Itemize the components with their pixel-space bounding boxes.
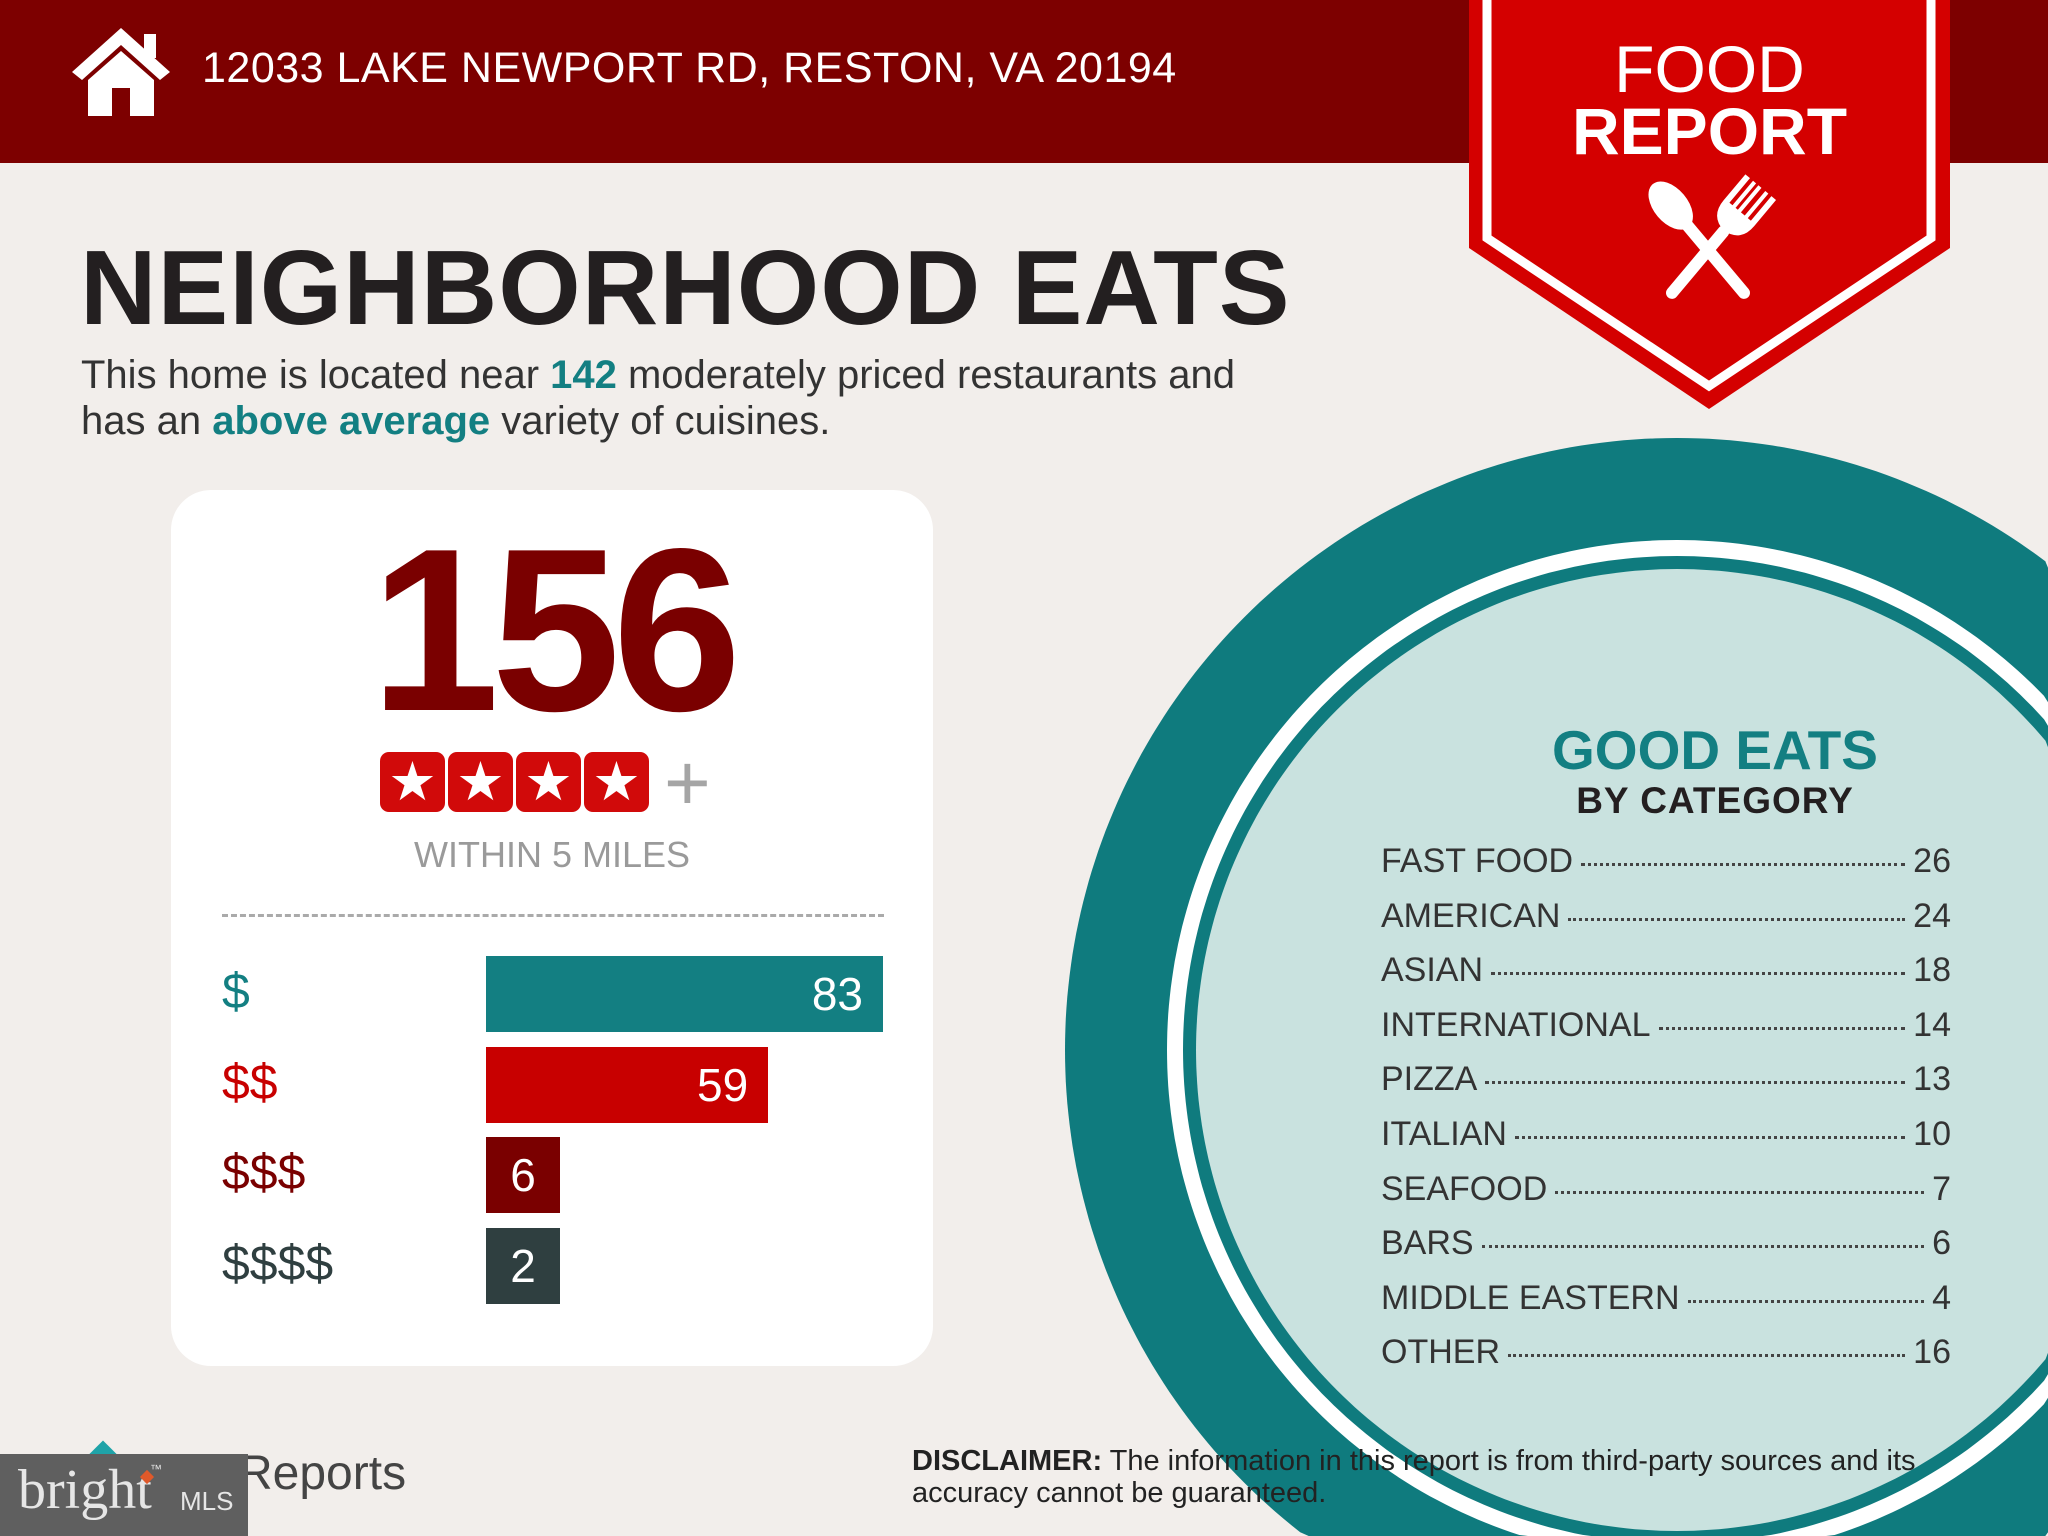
category-list: FAST FOOD 26 AMERICAN 24 ASIAN 18 INTERNATI…: [1381, 842, 1951, 1388]
star-icon: ★: [584, 752, 649, 812]
variety-rating: above average: [212, 399, 491, 443]
category-label: ASIAN: [1381, 951, 1484, 990]
price-tier-label: $$$$: [222, 1234, 334, 1291]
disclaimer-label: DISCLAIMER:: [912, 1445, 1103, 1477]
category-count: 10: [1913, 1114, 1951, 1153]
plus-icon: +: [664, 738, 711, 827]
restaurant-summary-card: [171, 490, 933, 1366]
good-eats-title: GOOD EATS: [1552, 719, 1878, 781]
category-count: 4: [1932, 1278, 1951, 1317]
dot-leader: [1687, 1299, 1925, 1303]
list-item: ASIAN 18: [1381, 951, 1951, 1006]
dot-leader: [1485, 1081, 1906, 1085]
list-item: MIDDLE EASTERN 4: [1381, 1279, 1951, 1334]
page-title: NEIGHBORHOOD EATS: [80, 229, 1291, 347]
category-label: INTERNATIONAL: [1381, 1005, 1651, 1044]
list-item: INTERNATIONAL 14: [1381, 1006, 1951, 1061]
price-tier-label: $: [222, 963, 250, 1019]
price-tier-bar: 83: [486, 956, 883, 1032]
badge-line-food: FOOD: [1614, 32, 1805, 106]
bright-logo-text: bright: [18, 1459, 152, 1521]
price-tier-bar: 2: [486, 1227, 560, 1304]
price-tier-label: $$$: [222, 1144, 306, 1200]
category-count: 14: [1913, 1005, 1951, 1044]
dot-leader: [1581, 863, 1906, 866]
total-restaurants: 156: [370, 501, 741, 760]
subtitle-text: moderately priced restaurants and: [616, 353, 1235, 397]
dot-leader: [1481, 1245, 1925, 1249]
category-count: 24: [1913, 896, 1951, 935]
divider: [222, 914, 884, 917]
summary-text: This home is located near 142 moderately…: [81, 352, 1235, 444]
badge-line-report: REPORT: [1571, 94, 1848, 168]
category-label: ITALIAN: [1381, 1114, 1507, 1153]
food-report-badge: [1469, 0, 1950, 409]
star-icon: ★: [380, 752, 445, 812]
trademark: ™: [150, 1462, 162, 1476]
category-count: 7: [1932, 1169, 1951, 1208]
category-label: AMERICAN: [1381, 896, 1561, 935]
category-label: SEAFOOD: [1381, 1169, 1548, 1208]
fork-spoon-icon: [1648, 174, 1777, 299]
category-count: 26: [1913, 842, 1951, 880]
list-item: PIZZA 13: [1381, 1060, 1951, 1115]
category-count: 13: [1913, 1060, 1951, 1099]
price-tier-bar: 6: [486, 1137, 560, 1213]
subtitle-text: variety of cuisines.: [490, 399, 831, 443]
subtitle-text: This home is located near: [81, 353, 551, 397]
category-label: FAST FOOD: [1381, 842, 1574, 880]
dot-leader: [1568, 917, 1906, 921]
restaurant-count: 142: [550, 353, 617, 397]
star-rating: ★ ★ ★ ★: [380, 752, 649, 812]
disclaimer: DISCLAIMER: The information in this repo…: [912, 1445, 1916, 1509]
star-icon: ★: [448, 752, 513, 812]
category-label: PIZZA: [1381, 1060, 1478, 1099]
list-item: ITALIAN 10: [1381, 1115, 1951, 1170]
category-label: OTHER: [1381, 1333, 1500, 1372]
dot-leader: [1491, 972, 1906, 976]
price-tier-bar: 59: [486, 1046, 769, 1123]
price-tier-label: $$: [222, 1053, 278, 1110]
plate-center: [1196, 569, 2048, 1531]
list-item: AMERICAN 24: [1381, 897, 1951, 952]
disclaimer-text: accuracy cannot be guaranteed.: [912, 1477, 1327, 1509]
property-address: 12033 LAKE NEWPORT RD, RESTON, VA 20194: [202, 44, 1177, 92]
category-label: BARS: [1381, 1224, 1474, 1263]
bright-mls-watermark: [0, 1454, 248, 1536]
subtitle-text: has an: [81, 399, 213, 443]
list-item: FAST FOOD 26: [1381, 842, 1951, 897]
category-count: 16: [1913, 1333, 1951, 1372]
category-label: MIDDLE EASTERN: [1381, 1278, 1680, 1317]
dot-leader: [1658, 1026, 1906, 1030]
star-icon: ★: [516, 752, 581, 812]
house-icon: [72, 28, 170, 116]
list-item: BARS 6: [1381, 1224, 1951, 1279]
category-count: 18: [1913, 951, 1951, 990]
good-eats-subtitle: BY CATEGORY: [1576, 780, 1854, 821]
category-count: 6: [1932, 1224, 1951, 1263]
dot-leader: [1555, 1190, 1925, 1194]
list-item: SEAFOOD 7: [1381, 1170, 1951, 1225]
list-item: OTHER 16: [1381, 1333, 1951, 1388]
distance-label: WITHIN 5 MILES: [413, 834, 691, 875]
badge-title: FOOD REPORT: [1469, 32, 1950, 168]
mls-logo-text: MLS: [180, 1486, 234, 1516]
dot-leader: [1508, 1354, 1906, 1358]
reports-logo-text: Reports: [238, 1447, 407, 1500]
disclaimer-text: The information in this report is from t…: [1102, 1445, 1916, 1477]
dot-leader: [1514, 1135, 1906, 1139]
